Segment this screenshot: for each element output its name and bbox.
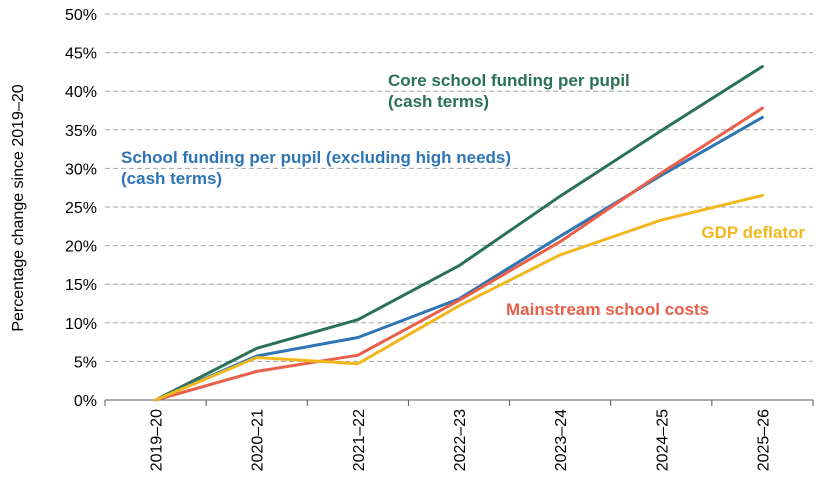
y-tick-label: 25%: [65, 200, 97, 217]
series-label-mainstream-school-costs: Mainstream school costs: [506, 300, 709, 319]
series-label-line: (cash terms): [388, 92, 489, 111]
y-tick-label: 5%: [74, 354, 97, 371]
x-tick-label: 2023–24: [553, 409, 570, 471]
y-tick-label: 35%: [65, 123, 97, 140]
series-label-line: Core school funding per pupil: [388, 71, 630, 90]
x-tick-label: 2019–20: [149, 409, 166, 471]
x-tick-label: 2020–21: [250, 409, 267, 471]
y-tick-label: 10%: [65, 316, 97, 333]
series-lines: [154, 65, 764, 402]
y-tick-label: 50%: [65, 7, 97, 24]
series-label-school-funding-per-pupil-excluding-high-needs-cash-terms: School funding per pupil (excluding high…: [121, 148, 511, 188]
x-tick-label: 2022–23: [452, 409, 469, 471]
series-label-core-school-funding-per-pupil-cash-terms: Core school funding per pupil (cash terms…: [388, 71, 630, 111]
y-tick-label: 15%: [65, 277, 97, 294]
y-tick-label: 20%: [65, 239, 97, 256]
series-labels: Core school funding per pupil (cash terms…: [121, 71, 805, 319]
series-label-line: (cash terms): [121, 169, 222, 188]
series-label-line: Mainstream school costs: [506, 300, 709, 319]
series-label-line: School funding per pupil (excluding high…: [121, 148, 511, 167]
x-axis: 2019–20 2020–21 2021–22 2022–23 2023–24 2024–…: [104, 399, 814, 471]
y-axis-title: Percentage change since 2019–20: [10, 84, 27, 331]
series-line-mainstream-school-costs: [154, 106, 764, 402]
x-tick-label: 2024–25: [654, 409, 671, 471]
gridlines: [105, 13, 813, 362]
y-tick-label: 45%: [65, 46, 97, 63]
x-tick-label: 2021–22: [351, 409, 368, 471]
series-label-line: GDP deflator: [701, 223, 805, 242]
y-tick-label: 30%: [65, 161, 97, 178]
series-line-core-school-funding-per-pupil-cash-terms: [154, 65, 764, 402]
series-label-gdp-deflator: GDP deflator: [701, 223, 805, 242]
series-line-gdp-deflator: [154, 193, 764, 402]
y-tick-label: 40%: [65, 84, 97, 101]
x-tick-label: 2025–26: [755, 409, 772, 471]
y-tick-label: 0%: [74, 393, 97, 410]
y-axis-ticks: 0% 5% 10% 15% 20% 25% 30% 35% 40% 45% 50%: [65, 7, 97, 410]
